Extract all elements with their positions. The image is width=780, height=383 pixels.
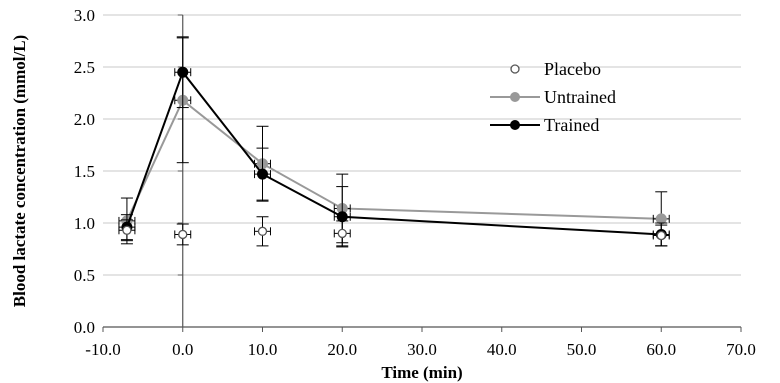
data-point xyxy=(337,228,347,239)
legend-label: Untrained xyxy=(544,87,616,107)
x-tick-label: 20.0 xyxy=(327,340,357,359)
legend-marker xyxy=(510,64,520,74)
legend-item-untrained: Untrained xyxy=(490,87,616,107)
legend-marker xyxy=(510,92,520,102)
y-tick-label: 2.0 xyxy=(74,110,95,129)
y-tick-label: 2.5 xyxy=(74,58,95,77)
legend: Placebo Untrained Trained xyxy=(490,59,616,135)
legend-marker xyxy=(510,120,520,130)
data-point xyxy=(656,230,666,241)
x-axis-title: Time (min) xyxy=(381,363,462,382)
x-tick-label: 30.0 xyxy=(407,340,437,359)
x-tick-label: 70.0 xyxy=(726,340,756,359)
data-point xyxy=(257,226,268,236)
x-tick-label: 40.0 xyxy=(487,340,517,359)
legend-item-trained: Trained xyxy=(490,115,599,135)
x-tick-label: 60.0 xyxy=(646,340,676,359)
x-tick-label: 50.0 xyxy=(567,340,597,359)
series-layer xyxy=(118,36,670,248)
tick-labels: -10.0 0.0 10.0 20.0 30.0 40.0 50.0 60.0 70.0 0.0 0… xyxy=(74,6,756,359)
x-tick-label: 10.0 xyxy=(248,340,278,359)
gridlines xyxy=(103,14,741,276)
legend-label: Placebo xyxy=(544,59,601,79)
data-point xyxy=(655,213,667,225)
y-tick-label: 1.5 xyxy=(74,162,95,181)
y-tick-label: 0.5 xyxy=(74,266,95,285)
axes xyxy=(102,14,742,332)
data-point xyxy=(178,229,188,240)
x-tick-label: 0.0 xyxy=(172,340,193,359)
data-point xyxy=(122,225,132,235)
series-placebo xyxy=(118,216,670,247)
legend-item-placebo: Placebo xyxy=(510,59,601,79)
y-tick-label: 1.0 xyxy=(74,214,95,233)
data-point xyxy=(257,168,268,180)
y-axis-title: Blood lactate concentration (mmol/L) xyxy=(10,35,29,307)
legend-label: Trained xyxy=(544,115,599,135)
data-point xyxy=(336,211,348,223)
y-tick-label: 3.0 xyxy=(74,6,95,25)
y-tick-label: 0.0 xyxy=(74,318,95,337)
x-tick-label: -10.0 xyxy=(85,340,120,359)
data-point xyxy=(177,66,189,78)
